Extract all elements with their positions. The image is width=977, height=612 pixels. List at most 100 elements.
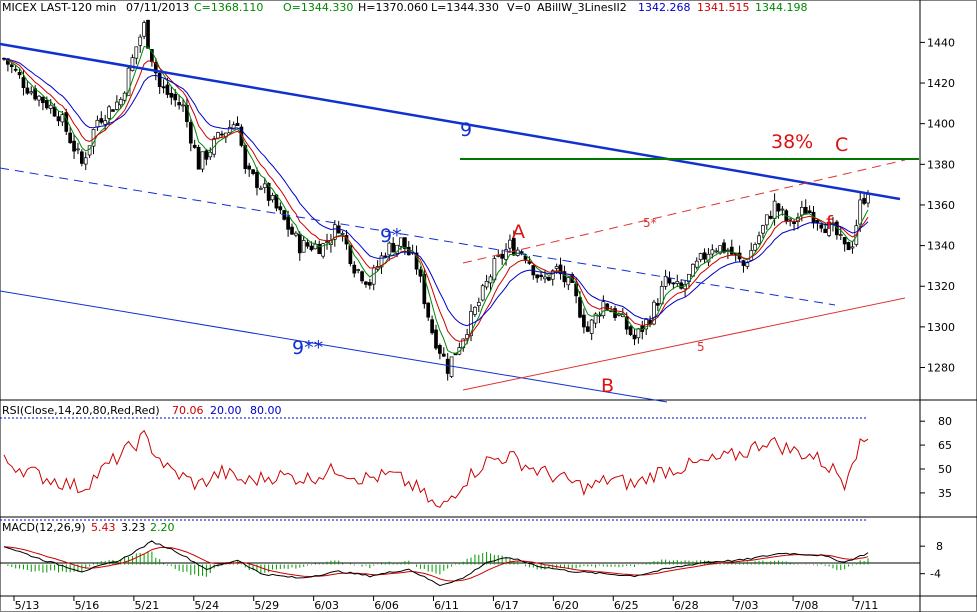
candle-body — [827, 221, 831, 236]
candle-body — [266, 183, 271, 201]
candle-body — [504, 249, 508, 260]
candle-body — [126, 67, 131, 96]
candle-body — [247, 165, 252, 170]
candle-body — [823, 228, 828, 234]
candle-body — [624, 316, 629, 330]
chart-annotations: 9 9* 9** 5* 5 A B C f 38% — [292, 119, 848, 397]
candle-body — [554, 266, 559, 269]
candle-body — [103, 120, 108, 125]
candle-body — [290, 226, 294, 235]
candle-body — [418, 269, 423, 277]
candle-body — [578, 297, 582, 318]
price-tick-label: 1380 — [927, 158, 955, 171]
candle-body — [251, 169, 255, 174]
trendline-5 — [462, 297, 906, 391]
ma-mid-line — [3, 58, 869, 342]
candle-body — [387, 242, 392, 256]
candle-body — [262, 183, 267, 188]
ma-fast-line — [3, 45, 869, 354]
candle-body — [605, 303, 610, 310]
candle-body — [445, 358, 450, 374]
candle-body — [157, 72, 162, 87]
trendline-9-star — [0, 167, 836, 306]
candle-body — [679, 282, 684, 289]
candle-body — [64, 112, 69, 132]
candle-body — [138, 36, 143, 46]
candle-body — [204, 150, 209, 160]
candle-body — [111, 109, 115, 112]
candle-body — [438, 345, 442, 354]
header-symbol: MICEX LAST-120 min — [2, 1, 116, 14]
price-tick-label: 1440 — [927, 36, 955, 49]
candle-body — [25, 87, 30, 94]
candle-body — [710, 249, 715, 255]
candle-body — [492, 258, 497, 281]
candle-body — [185, 104, 189, 122]
time-tick-label: 6/06 — [374, 599, 399, 612]
candle-body — [79, 151, 84, 164]
candle-body — [426, 302, 431, 318]
candle-body — [142, 22, 146, 37]
time-tick-label: 5/16 — [75, 599, 100, 612]
time-tick-label: 7/03 — [734, 599, 759, 612]
annotation-b: B — [601, 375, 614, 397]
rsi-tick-label: 80 — [938, 415, 952, 428]
candle-body — [9, 64, 14, 68]
candle-body — [107, 106, 111, 119]
trendline-9 — [0, 42, 901, 201]
candle-body — [753, 244, 757, 251]
header-date: 07/11/2013 — [126, 1, 189, 14]
rsi-level-high: 80.00 — [250, 404, 282, 417]
candle-body — [862, 198, 866, 204]
candle-body — [772, 200, 777, 219]
candle-body — [76, 148, 80, 151]
candle-body — [858, 199, 863, 225]
candle-body — [441, 353, 446, 357]
candle-body — [83, 157, 88, 165]
candle-body — [13, 68, 18, 71]
rsi-tick-label: 35 — [938, 487, 952, 500]
candle-body — [745, 262, 750, 267]
candle-body — [652, 301, 656, 325]
candle-body — [270, 195, 275, 201]
macd-value-3: 2.20 — [150, 521, 175, 534]
candle-body — [807, 210, 812, 214]
candle-body — [764, 214, 769, 226]
trendline-5-star — [462, 159, 906, 264]
candle-body — [729, 246, 734, 255]
time-tick-label: 5/24 — [194, 599, 219, 612]
candle-body — [56, 116, 61, 122]
candle-body — [161, 86, 166, 89]
annotation-c: C — [835, 134, 848, 156]
candle-body — [37, 95, 41, 101]
candle-body — [208, 151, 213, 158]
macd-tick-label: -4 — [930, 568, 941, 581]
candle-body — [309, 245, 314, 251]
candle-body — [803, 206, 808, 214]
candle-body — [255, 171, 259, 188]
time-tick-label: 6/03 — [314, 599, 339, 612]
time-tick-label: 5/21 — [135, 599, 160, 612]
candle-body — [768, 215, 773, 219]
price-tick-label: 1320 — [927, 280, 955, 293]
time-tick-label: 6/20 — [554, 599, 579, 612]
price-tick-label: 1300 — [927, 321, 955, 334]
candle-body — [41, 96, 45, 104]
candle-body — [714, 250, 719, 253]
candle-body — [391, 243, 396, 253]
candle-body — [508, 239, 512, 249]
candle-body — [476, 302, 481, 307]
macd-tick-label: 8 — [936, 540, 943, 553]
annotation-f: f — [826, 212, 834, 234]
candle-body — [305, 242, 310, 247]
candle-body — [406, 246, 411, 256]
candle-body — [434, 329, 438, 349]
candle-body — [702, 252, 707, 260]
candle-body — [399, 237, 403, 247]
header-close: C=1368.110 — [194, 1, 263, 14]
macd-axis: 8 -4 — [920, 540, 943, 581]
candle-body — [29, 91, 34, 94]
candle-body — [153, 62, 158, 74]
candle-body — [422, 274, 427, 305]
candle-body — [718, 245, 722, 254]
